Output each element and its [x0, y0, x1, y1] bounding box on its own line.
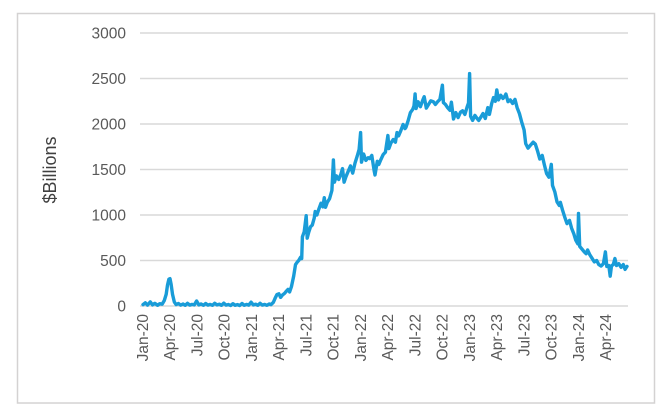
series-line: [141, 71, 629, 308]
y-tick-label: 1500: [92, 162, 127, 179]
x-tick-label: Oct-21: [326, 314, 343, 361]
x-tick-label: Apr-21: [271, 314, 288, 361]
y-tick-label: 2000: [92, 116, 127, 133]
y-axis-tick-labels: 0 500 1000 1500 2000 2500 3000: [92, 25, 127, 315]
y-tick-label: 500: [100, 253, 126, 270]
x-axis-tick-labels: Jan-20 Apr-20 Jul-20 Oct-20 Jan-21 Apr-21 Jul-…: [135, 314, 615, 362]
x-tick-label: Jul-20: [189, 314, 206, 357]
x-tick-label: Apr-23: [489, 314, 506, 361]
gridlines: [140, 32, 628, 307]
x-tick-label: Jan-24: [571, 314, 588, 362]
chart-border: [16, 12, 656, 404]
x-tick-label: Jan-22: [353, 314, 370, 361]
x-tick-label: Jan-20: [135, 314, 152, 362]
x-tick-label: Jul-23: [516, 314, 533, 356]
x-tick-label: Jan-23: [462, 314, 479, 361]
x-tick-label: Jul-22: [407, 314, 424, 356]
y-axis-title: $Billions: [40, 136, 60, 203]
y-tick-label: 1000: [92, 207, 127, 224]
x-tick-label: Apr-24: [598, 314, 615, 361]
x-tick-label: Jan-21: [244, 314, 261, 361]
data-series: [141, 71, 629, 308]
x-tick-label: Jul-21: [298, 314, 315, 356]
x-tick-label: Apr-22: [380, 314, 397, 361]
x-tick-label: Oct-20: [217, 314, 234, 361]
x-tick-label: Oct-23: [544, 314, 561, 361]
y-tick-label: 3000: [92, 25, 127, 42]
y-tick-label: 0: [117, 298, 126, 315]
x-tick-label: Apr-20: [162, 314, 179, 361]
y-tick-label: 2500: [92, 71, 127, 88]
x-tick-label: Oct-22: [435, 314, 452, 361]
